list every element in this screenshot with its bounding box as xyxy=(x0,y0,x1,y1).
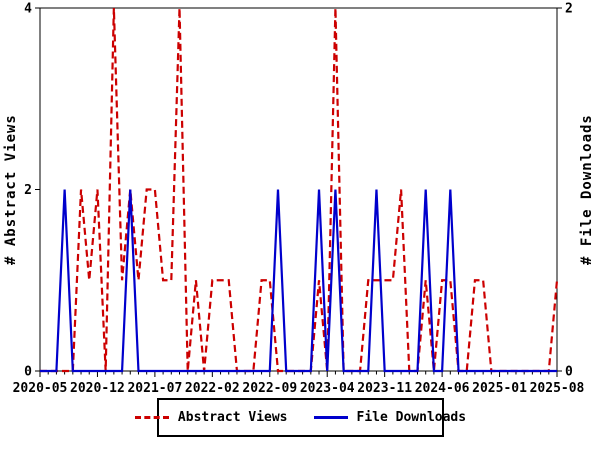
left-y-tick-label: 2 xyxy=(24,183,32,198)
x-tick-label: 2022-09 xyxy=(242,381,297,396)
right-axis-title: # File Downloads xyxy=(579,114,595,265)
right-y-tick-label: 0 xyxy=(565,365,573,380)
legend-label-file-downloads: File Downloads xyxy=(356,410,467,425)
file-downloads-line xyxy=(40,189,557,373)
legend-item-file-downloads: File Downloads xyxy=(313,410,467,425)
x-tick-label: 2022-02 xyxy=(185,381,240,396)
x-axis: 2020-05 2020-12 2021-07 2022-02 2022-09 2023-… xyxy=(13,371,585,396)
left-axis-title: # Abstract Views xyxy=(3,114,19,265)
abstract-views-line xyxy=(40,7,559,373)
file-downloads-line-sample xyxy=(313,416,348,419)
plot-border xyxy=(39,7,558,372)
x-tick-label: 2025-01 xyxy=(472,381,527,396)
right-y-axis: 02 xyxy=(557,2,573,380)
x-tick-label: 2020-12 xyxy=(70,381,125,396)
right-y-tick-label: 2 xyxy=(565,2,573,17)
abstract-views-line-sample xyxy=(134,416,169,419)
x-tick-label: 2020-05 xyxy=(13,381,68,396)
left-y-tick-label: 4 xyxy=(24,2,32,17)
legend-item-abstract-views: Abstract Views xyxy=(134,410,288,425)
left-y-tick-label: 0 xyxy=(24,365,32,380)
legend-label-abstract-views: Abstract Views xyxy=(177,410,288,425)
x-tick-label: 2025-08 xyxy=(530,381,585,396)
x-tick-label: 2023-11 xyxy=(357,381,412,396)
left-y-axis: 0 2 4 xyxy=(24,2,40,380)
legend: Abstract Views File Downloads xyxy=(134,398,466,437)
x-tick-label: 2024-06 xyxy=(415,381,470,396)
x-tick-label: 2023-04 xyxy=(300,381,355,396)
x-tick-label: 2021-07 xyxy=(127,381,182,396)
